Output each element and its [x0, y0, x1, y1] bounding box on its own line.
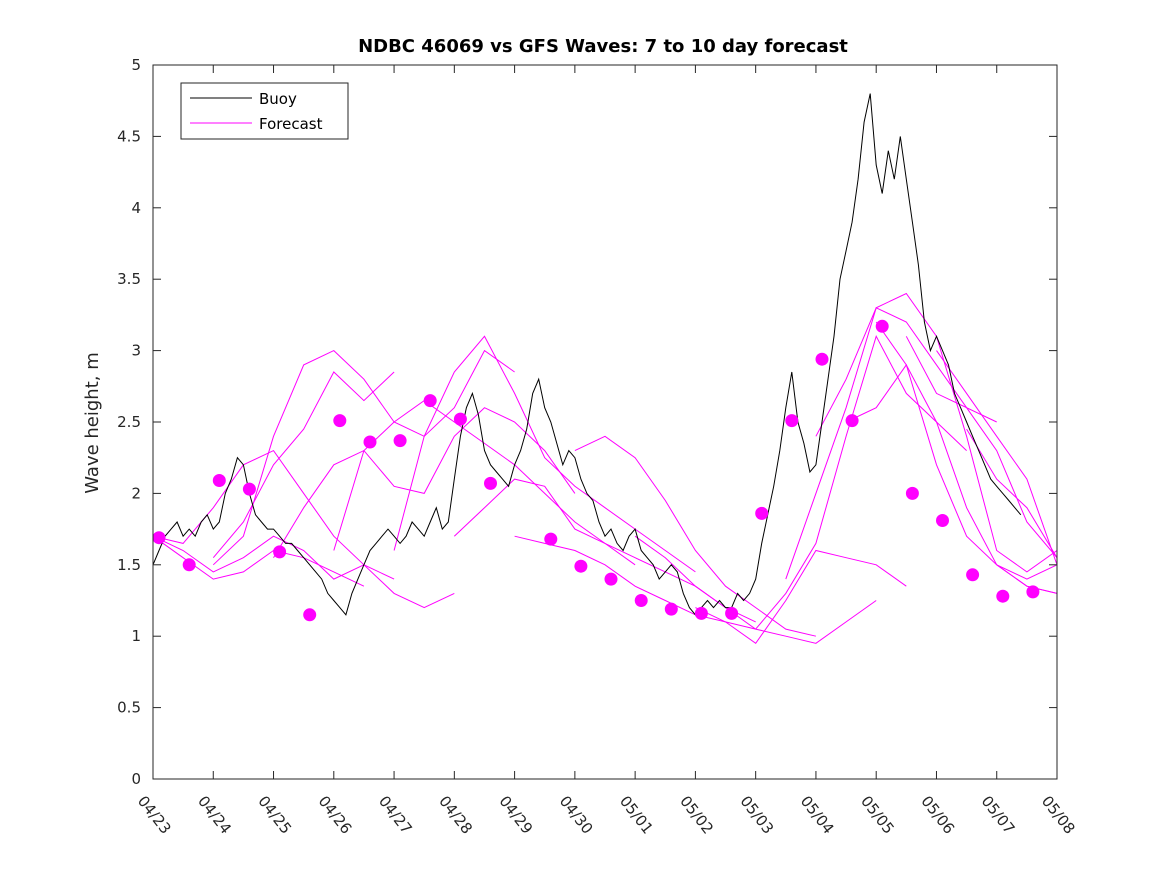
forecast-run-3 [212, 371, 395, 559]
plot-area [153, 93, 1057, 644]
legend: Buoy Forecast [180, 82, 349, 140]
forecast-run-1 [153, 535, 395, 580]
forecast-marker-15 [634, 594, 648, 607]
forecast-marker-1 [182, 558, 196, 572]
forecast-marker-14 [604, 572, 618, 586]
forecast-marker-4 [273, 545, 287, 559]
y-axis-label: Wave height, m [82, 352, 103, 493]
forecast-marker-27 [996, 589, 1010, 603]
y-tick-label: 1 [131, 627, 141, 645]
y-tick-label: 0 [131, 770, 141, 788]
x-tick-label: 04/24 [194, 792, 235, 837]
y-tick-label: 4.5 [117, 127, 141, 145]
legend-box [180, 82, 349, 140]
forecast-marker-19 [755, 506, 769, 520]
x-tick-label: 04/26 [315, 792, 356, 837]
forecast-marker-11 [484, 476, 497, 490]
forecast-marker-9 [423, 394, 437, 408]
y-tick-label: 3 [131, 342, 141, 360]
y-tick-label: 2 [131, 484, 141, 502]
forecast-marker-2 [212, 474, 226, 487]
y-tick-label: 2.5 [117, 413, 141, 431]
forecast-marker-16 [664, 602, 678, 616]
forecast-marker-26 [966, 568, 980, 582]
legend-forecast-label: Forecast [259, 115, 323, 133]
forecast-run-6 [333, 399, 636, 566]
x-tick-label: 04/28 [435, 792, 476, 837]
buoy-line [153, 93, 1022, 616]
x-tick-label: 05/08 [1038, 792, 1079, 837]
x-tick-label: 05/06 [917, 792, 958, 837]
forecast-marker-21 [815, 352, 829, 366]
chart-title: NDBC 46069 vs GFS Waves: 7 to 10 day for… [358, 36, 848, 57]
legend-buoy-label: Buoy [259, 90, 297, 108]
forecast-marker-7 [363, 435, 377, 449]
forecast-run-11 [634, 535, 877, 644]
axes: 0 0.5 1 1.5 2 2.5 3 3.5 4 4.5 5 04/23 04/24 04/25 04/2… [117, 56, 1079, 838]
forecast-run-5 [273, 407, 576, 558]
forecast-run-4 [212, 349, 515, 566]
y-tick-label: 1.5 [117, 556, 141, 574]
forecast-run-8 [453, 478, 756, 623]
forecast-run-13 [755, 334, 967, 630]
x-tick-label: 04/25 [254, 792, 295, 837]
x-tick-label: 05/01 [616, 792, 657, 837]
y-tick-label: 4 [131, 199, 141, 217]
forecast-marker-20 [785, 414, 799, 428]
axes-box [152, 64, 1058, 780]
forecast-run-14 [785, 307, 997, 580]
forecast-run-21 [996, 564, 1057, 594]
y-tick-label: 5 [131, 56, 141, 74]
forecast-run-10 [574, 435, 817, 637]
x-tick-label: 05/05 [857, 792, 898, 837]
x-tick-label: 05/07 [978, 792, 1019, 837]
forecast-run-9 [514, 535, 756, 630]
x-tick-label: 05/03 [737, 792, 778, 837]
x-tick-label: 04/27 [375, 792, 416, 837]
forecast-run-19 [936, 350, 1057, 565]
forecast-run-7 [393, 335, 696, 573]
forecast-marker-6 [333, 414, 347, 428]
forecast-run-12 [695, 549, 907, 644]
forecast-run-18 [905, 336, 1057, 559]
forecast-marker-12 [544, 532, 558, 546]
forecast-marker-18 [725, 606, 739, 620]
forecast-run-17 [875, 321, 1057, 594]
x-tick-label: 05/04 [797, 792, 838, 837]
forecast-marker-25 [936, 514, 949, 527]
forecast-marker-8 [393, 434, 407, 448]
forecast-marker-17 [694, 606, 708, 620]
forecast-run-16 [845, 363, 1057, 580]
forecast-run-20 [966, 428, 1057, 558]
x-tick-label: 04/30 [556, 792, 597, 837]
forecast-marker-10 [453, 412, 467, 426]
x-tick-label: 05/02 [676, 792, 717, 837]
forecast-marker-3 [242, 482, 256, 496]
y-tick-label: 3.5 [117, 270, 141, 288]
forecast-marker-0 [153, 531, 166, 545]
forecast-marker-5 [303, 608, 317, 622]
forecast-marker-28 [1026, 585, 1040, 599]
forecast-marker-22 [845, 414, 859, 428]
forecast-marker-24 [905, 486, 919, 500]
forecast-marker-13 [574, 559, 588, 573]
x-tick-label: 04/29 [495, 792, 536, 837]
y-tick-label: 0.5 [117, 699, 141, 717]
x-tick-label: 04/23 [134, 792, 175, 837]
forecast-marker-23 [875, 319, 889, 333]
